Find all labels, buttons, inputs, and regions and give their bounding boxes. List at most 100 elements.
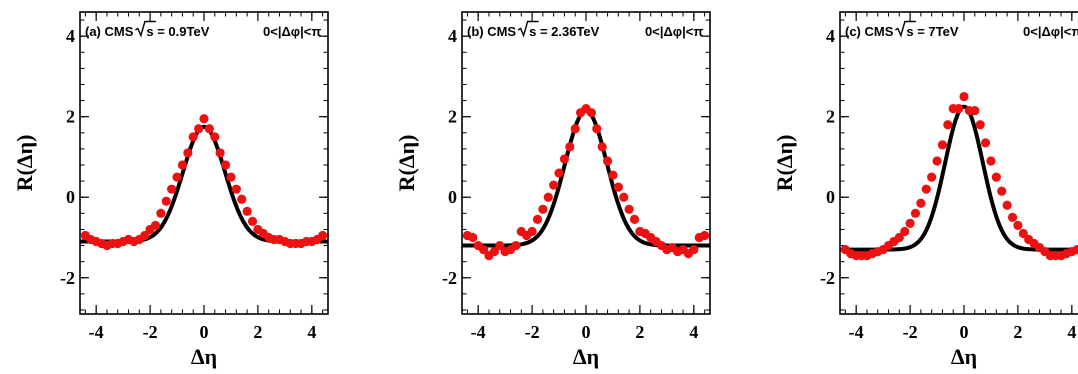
data-point bbox=[975, 120, 985, 130]
y-tick-label: 0 bbox=[826, 187, 835, 207]
data-point bbox=[559, 154, 570, 164]
data-point bbox=[172, 172, 182, 182]
data-point bbox=[1013, 220, 1023, 231]
data-point bbox=[549, 180, 559, 190]
panel-label: (b) CMS bbox=[467, 24, 516, 39]
fit-curve bbox=[840, 104, 1078, 252]
sqrt-symbol bbox=[895, 20, 916, 38]
data-point bbox=[997, 186, 1007, 196]
data-point bbox=[894, 232, 904, 243]
y-axis-title: R(Δη) bbox=[394, 135, 419, 192]
data-point bbox=[150, 220, 161, 231]
y-tick-label: 0 bbox=[448, 187, 457, 207]
data-point bbox=[905, 218, 915, 228]
phi-range-label: 0<|Δφ|<π bbox=[645, 24, 703, 39]
y-tick-label: 2 bbox=[826, 107, 835, 127]
data-point bbox=[167, 184, 177, 194]
data-point bbox=[565, 142, 575, 152]
y-axis-title: R(Δη) bbox=[772, 135, 797, 192]
data-point bbox=[900, 226, 910, 237]
y-tick-label: 4 bbox=[826, 26, 835, 46]
chart-panel-a: -4 -2 0 2 4 -2 0 2 4 Δη R(Δη) (a) CMS s = 0.9TeV 0<|Δ… bbox=[0, 0, 360, 374]
data-point bbox=[554, 168, 564, 178]
x-tick-label: 4 bbox=[689, 322, 698, 342]
energy-label: s = 2.36TeV bbox=[529, 24, 600, 39]
x-tick-label: 4 bbox=[307, 322, 316, 342]
data-point bbox=[242, 206, 252, 216]
data-point bbox=[597, 142, 607, 152]
data-point bbox=[538, 204, 548, 214]
x-axis-title: Δη bbox=[573, 344, 599, 369]
plot-frame bbox=[79, 11, 329, 315]
data-point bbox=[602, 156, 613, 166]
data-point bbox=[970, 106, 980, 116]
data-point bbox=[140, 230, 150, 241]
data-point bbox=[927, 172, 937, 182]
data-point bbox=[943, 120, 953, 130]
sqrt-symbol bbox=[517, 20, 539, 38]
y-tick-label: -2 bbox=[60, 268, 75, 288]
data-point bbox=[689, 244, 699, 255]
chart-panel-c: -4 -2 0 2 4 -2 0 2 4 Δη R(Δη) (c) CMS s = 7TeV 0<|Δφ|… bbox=[760, 0, 1078, 374]
data-point bbox=[478, 244, 489, 255]
data-point bbox=[959, 91, 969, 102]
data-point bbox=[247, 216, 258, 226]
y-tick-label: 2 bbox=[66, 107, 75, 127]
data-point bbox=[210, 132, 220, 142]
data-point bbox=[1007, 212, 1018, 222]
chart-panel-b: -4 -2 0 2 4 -2 0 2 4 Δη R(Δη) (b) CMS s = 2.36TeV 0<|… bbox=[382, 0, 742, 374]
chart-svg-a: -4 -2 0 2 4 -2 0 2 4 Δη R(Δη) (a) CMS s = 0.9TeV 0<|Δ… bbox=[12, 11, 329, 369]
data-point bbox=[624, 204, 634, 214]
data-point bbox=[318, 230, 328, 241]
sqrt-symbol bbox=[135, 20, 156, 38]
data-point bbox=[161, 196, 171, 206]
x-tick-label: -2 bbox=[525, 322, 540, 342]
chart-svg-c: -4 -2 0 2 4 -2 0 2 4 Δη R(Δη) (c) CMS s = 7TeV 0<|Δφ|… bbox=[772, 11, 1078, 369]
data-point bbox=[468, 232, 478, 243]
x-tick-label: -4 bbox=[89, 322, 104, 342]
data-point bbox=[910, 208, 921, 218]
y-tick-label: 4 bbox=[66, 26, 75, 46]
data-point bbox=[1072, 244, 1078, 255]
panel-label: (a) CMS bbox=[85, 24, 134, 39]
panel-label: (c) CMS bbox=[845, 24, 894, 39]
energy-label: s = 0.9TeV bbox=[146, 24, 209, 39]
y-tick-label: -2 bbox=[442, 268, 457, 288]
data-point bbox=[592, 124, 602, 134]
plot-frame bbox=[839, 11, 1078, 315]
x-tick-label: -2 bbox=[903, 322, 918, 342]
x-tick-label: -2 bbox=[143, 322, 158, 342]
data-point bbox=[613, 182, 623, 192]
data-point bbox=[199, 114, 209, 124]
data-point bbox=[700, 230, 710, 241]
data-point bbox=[215, 148, 225, 158]
data-point bbox=[619, 192, 629, 202]
x-tick-label: -4 bbox=[471, 322, 486, 342]
data-point bbox=[220, 160, 231, 170]
data-point bbox=[231, 184, 241, 194]
data-point bbox=[226, 172, 236, 182]
phi-range-label: 0<|Δφ|<π bbox=[1023, 24, 1078, 39]
energy-label: s = 7TeV bbox=[906, 24, 958, 39]
phi-range-label: 0<|Δφ|<π bbox=[263, 24, 321, 39]
y-tick-label: 4 bbox=[448, 26, 457, 46]
data-point bbox=[511, 240, 521, 251]
x-tick-label: -4 bbox=[849, 322, 864, 342]
y-tick-label: 2 bbox=[448, 107, 457, 127]
x-tick-label: 2 bbox=[1013, 322, 1022, 342]
data-point bbox=[570, 124, 580, 134]
data-point bbox=[986, 156, 996, 166]
x-axis-title: Δη bbox=[191, 344, 217, 369]
data-point bbox=[916, 198, 926, 208]
data-point bbox=[608, 170, 618, 180]
x-tick-label: 0 bbox=[200, 322, 209, 342]
data-point bbox=[629, 214, 640, 224]
x-tick-label: 2 bbox=[253, 322, 262, 342]
data-point bbox=[194, 124, 204, 134]
data-point bbox=[204, 124, 214, 134]
data-point bbox=[954, 104, 964, 114]
data-point bbox=[980, 138, 991, 148]
data-point bbox=[1018, 228, 1028, 239]
data-point bbox=[495, 240, 505, 251]
